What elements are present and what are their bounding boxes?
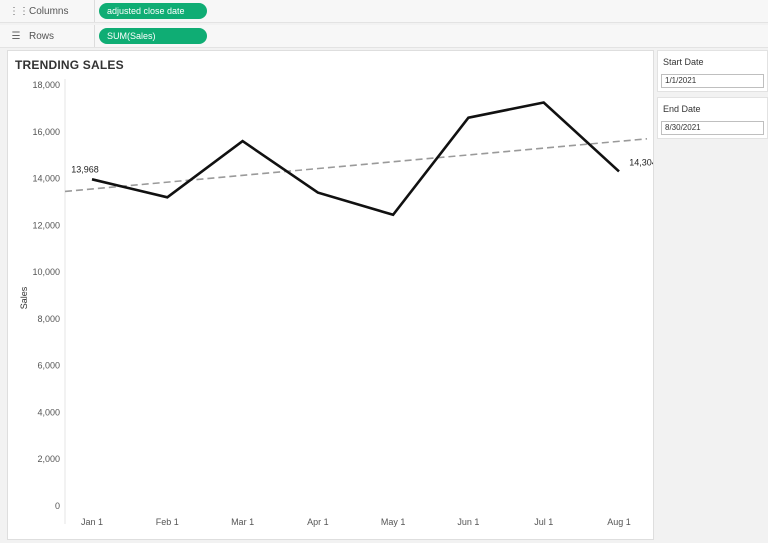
data-point [466, 116, 470, 120]
y-axis-label: Sales [19, 286, 29, 309]
data-label: 13,968 [71, 164, 99, 174]
columns-shelf-label: ⋮⋮ Columns [0, 0, 95, 22]
data-point [241, 139, 245, 143]
y-tick-label: 4,000 [37, 407, 60, 417]
x-tick-label: Feb 1 [156, 517, 179, 527]
line-chart[interactable]: 18,000 16,000 14,000 12,000 10,000 8,000 6,000… [8, 51, 653, 539]
columns-icon: ⋮⋮ [9, 5, 29, 17]
y-tick-label: 0 [55, 501, 60, 511]
x-tick-label: Mar 1 [231, 517, 254, 527]
rows-label: Rows [29, 30, 55, 42]
y-tick-label: 16,000 [32, 127, 60, 137]
y-tick-label: 12,000 [32, 220, 60, 230]
sheet-title: TRENDING SALES [15, 58, 124, 72]
start-date-label: Start Date [663, 57, 704, 67]
worksheet: TRENDING SALES 18,000 16,000 14,000 12,000 1… [7, 50, 654, 540]
y-tick-label: 10,000 [32, 267, 60, 277]
x-tick-label: Jun 1 [457, 517, 479, 527]
x-tick-label: Jan 1 [81, 517, 103, 527]
data-point [90, 177, 94, 181]
x-tick-label: Apr 1 [307, 517, 329, 527]
y-tick-label: 8,000 [37, 314, 60, 324]
rows-shelf-label: ☰ Rows [0, 25, 95, 47]
rows-icon: ☰ [11, 30, 21, 42]
x-tick-label: Aug 1 [607, 517, 631, 527]
start-date-input[interactable]: 1/1/2021 [661, 74, 764, 88]
sales-line [91, 101, 620, 217]
y-tick-label: 14,000 [32, 174, 60, 184]
data-point [316, 191, 320, 195]
x-tick-label: May 1 [381, 517, 406, 527]
end-date-input[interactable]: 8/30/2021 [661, 121, 764, 135]
y-tick-label: 2,000 [37, 454, 60, 464]
data-point [391, 213, 395, 217]
columns-label: Columns [29, 5, 69, 17]
end-date-label: End Date [663, 104, 701, 114]
y-tick-label: 18,000 [32, 80, 60, 90]
trend-line [64, 137, 648, 193]
y-tick-label: 6,000 [37, 361, 60, 371]
data-point [542, 101, 546, 105]
data-point [165, 195, 169, 199]
data-point [617, 169, 621, 173]
rows-pill[interactable]: SUM(Sales) [99, 28, 207, 44]
columns-shelf: ⋮⋮ Columns adjusted close date [0, 0, 768, 23]
data-label: 14,304 [629, 157, 653, 167]
x-tick-label: Jul 1 [534, 517, 553, 527]
columns-pill[interactable]: adjusted close date [99, 3, 207, 19]
rows-shelf: ☰ Rows SUM(Sales) [0, 25, 768, 48]
start-date-parameter: Start Date 1/1/2021 [657, 50, 768, 92]
end-date-parameter: End Date 8/30/2021 [657, 97, 768, 139]
